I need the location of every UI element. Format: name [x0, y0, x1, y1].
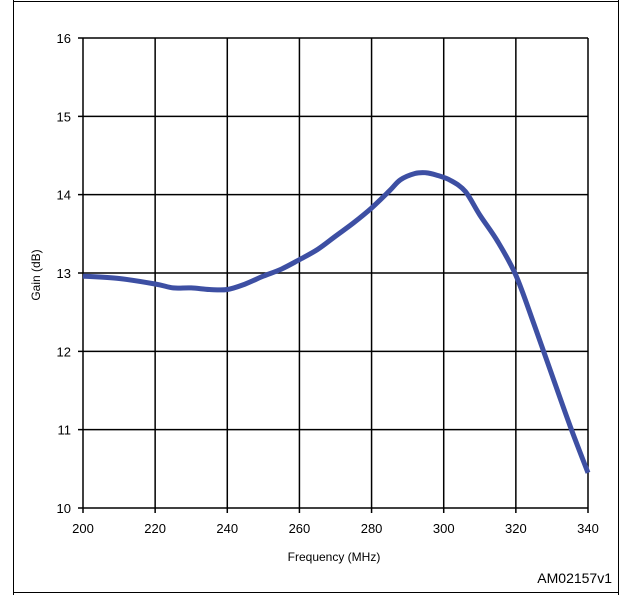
x-tick-label: 300 — [433, 521, 455, 536]
y-tick-label: 15 — [57, 109, 71, 124]
gain-series-line — [82, 170, 591, 474]
y-tick-label: 12 — [57, 344, 71, 359]
frame-bottom-border — [13, 592, 618, 593]
y-tick-labels: 10 11 12 13 14 15 16 — [57, 31, 71, 516]
frame-top-border — [13, 1, 618, 2]
x-tick-label: 240 — [216, 521, 238, 536]
series-layer — [82, 170, 591, 474]
y-tick-label: 10 — [57, 501, 71, 516]
frame-right-border — [618, 0, 619, 595]
y-tick-label: 13 — [57, 266, 71, 281]
y-axis-title: Gain (dB) — [29, 249, 43, 300]
y-tick-label: 11 — [58, 423, 72, 438]
frame-left-border — [13, 0, 14, 595]
y-tick-label: 16 — [57, 31, 71, 46]
x-axis-title: Frequency (MHz) — [288, 550, 381, 564]
y-tick-label: 14 — [57, 188, 71, 203]
figure-code: AM02157v1 — [537, 570, 612, 586]
x-tick-label: 320 — [505, 521, 527, 536]
grid — [78, 37, 589, 513]
x-tick-label: 280 — [361, 521, 383, 536]
x-tick-labels: 200 220 240 260 280 300 320 340 — [72, 521, 599, 536]
x-tick-label: 220 — [144, 521, 166, 536]
x-tick-label: 340 — [577, 521, 599, 536]
x-tick-label: 200 — [72, 521, 94, 536]
x-tick-label: 260 — [289, 521, 311, 536]
